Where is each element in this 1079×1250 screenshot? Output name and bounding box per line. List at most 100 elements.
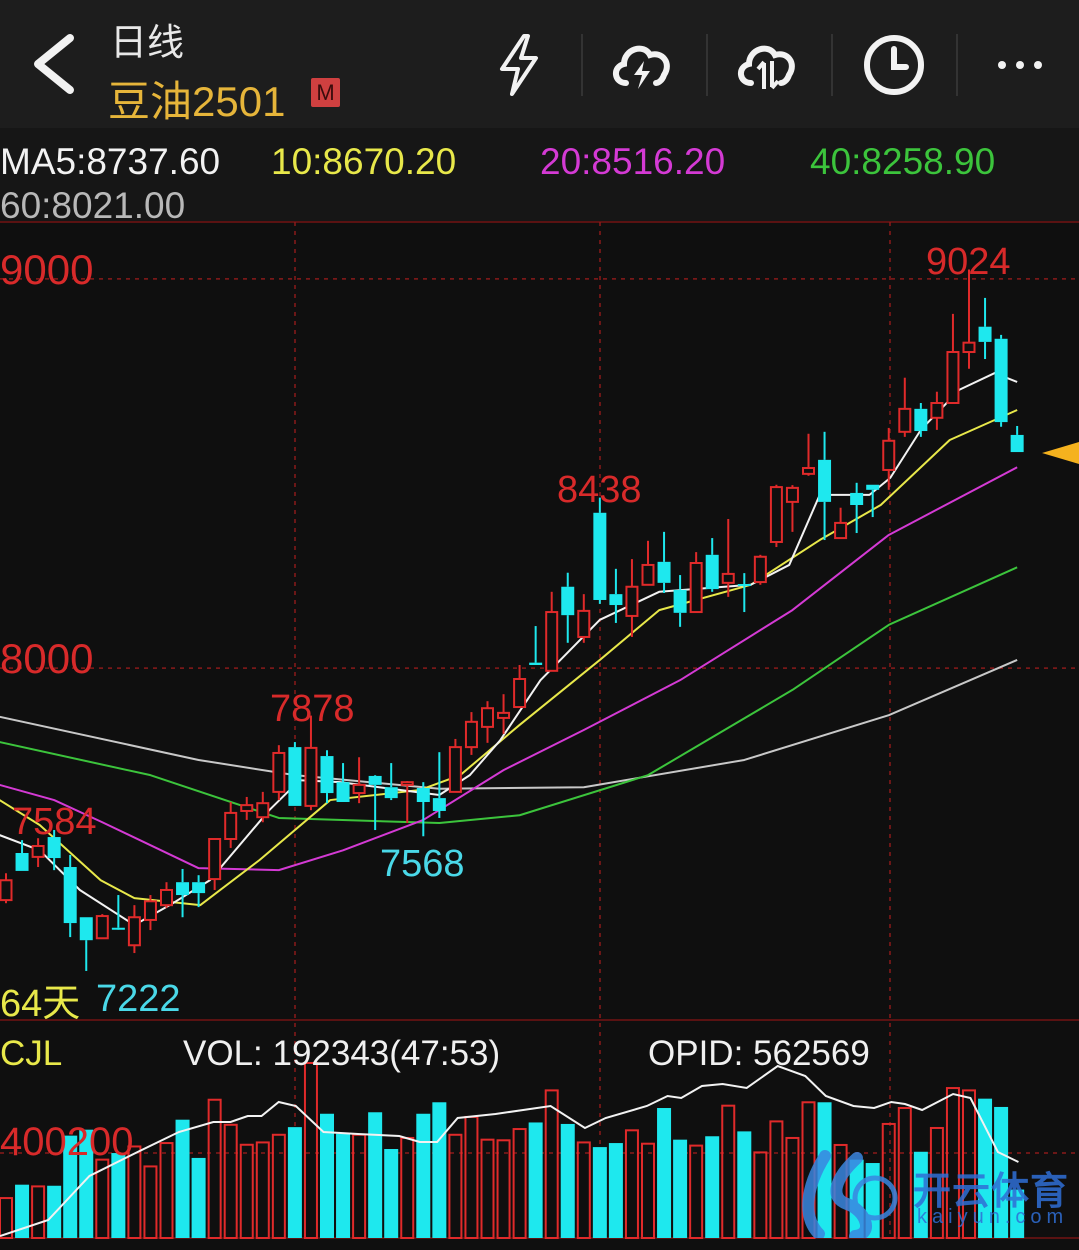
candle-body: [127, 916, 141, 947]
candle-body: [1010, 434, 1024, 453]
candle: [160, 882, 173, 908]
ma10-line: [0, 409, 1018, 907]
watermark-url: kaiyun.com: [917, 1206, 1069, 1228]
open-interest-line: [0, 1064, 1019, 1237]
volume-bar: [0, 1197, 13, 1239]
volume-bar: [929, 1126, 944, 1239]
candle-body: [753, 555, 767, 584]
candle: [15, 840, 29, 871]
cloud-alert-button[interactable]: [608, 30, 678, 100]
candle: [689, 552, 703, 614]
candle-body: [47, 837, 61, 859]
back-button[interactable]: [26, 32, 82, 96]
volume-bar: [271, 1133, 286, 1239]
volume-bar: [657, 1108, 672, 1238]
candle-body: [63, 867, 77, 924]
history-button[interactable]: [859, 30, 929, 100]
watermark-logo: 开云体育 kaiyun.com: [795, 1148, 1079, 1242]
candle: [513, 664, 527, 709]
candle: [673, 575, 687, 627]
volume-bar: [336, 1133, 351, 1238]
candle: [79, 917, 93, 971]
lightning-icon: [500, 34, 538, 96]
candle-body: [529, 662, 543, 665]
candle: [176, 868, 190, 918]
candle-body: [176, 882, 190, 896]
candle: [930, 391, 944, 430]
candle: [336, 763, 350, 803]
cloud-sync-button[interactable]: [733, 30, 803, 100]
candle: [898, 377, 912, 437]
candle-body: [545, 611, 559, 672]
candle: [304, 715, 318, 811]
candle: [641, 540, 655, 586]
volume-bar: [737, 1131, 752, 1238]
candle-body: [802, 467, 815, 475]
volume-bar: [111, 1153, 126, 1238]
candle-body: [577, 609, 591, 638]
volume-bar: [159, 1142, 174, 1239]
volume-bar: [432, 1102, 447, 1238]
candle: [400, 780, 414, 824]
candle-body: [930, 402, 944, 419]
volume-bar: [496, 1139, 511, 1239]
candle-body: [593, 512, 607, 600]
candle-body: [785, 486, 799, 503]
candle-body: [224, 811, 238, 840]
candle-body: [914, 408, 928, 432]
candle-body: [513, 678, 527, 709]
candle: [432, 752, 446, 818]
volume-bar: [31, 1185, 46, 1239]
candle-body: [721, 572, 735, 584]
candle-body: [962, 341, 976, 354]
volume-bar: [560, 1123, 575, 1238]
candle: [464, 712, 478, 755]
volume-bar: [785, 1136, 800, 1240]
candle-body: [561, 586, 575, 616]
candle-body: [143, 900, 157, 921]
candle-body: [625, 585, 639, 617]
candle-body: [95, 915, 109, 940]
volume-bar: [913, 1151, 928, 1238]
more-dots-icon: [998, 61, 1042, 69]
candle: [914, 403, 928, 437]
y-tick-9000: 9000: [0, 246, 94, 293]
candle: [384, 763, 398, 801]
volume-bar: [512, 1128, 527, 1240]
candle: [320, 750, 334, 804]
candle-body: [657, 561, 671, 583]
candle: [481, 701, 494, 743]
candle-body: [0, 879, 13, 902]
ma-legend: MA5:8737.60 10:8670.20 20:8516.20 40:825…: [0, 128, 1079, 226]
volume-bar: [352, 1133, 367, 1239]
candle: [657, 531, 671, 593]
indicator-name[interactable]: CJL: [0, 1034, 63, 1073]
candle: [497, 694, 511, 734]
volume-bar: [576, 1141, 591, 1239]
candle: [240, 796, 254, 820]
volume-bar: [384, 1149, 399, 1238]
grid: [0, 221, 1079, 1239]
candle: [1010, 425, 1024, 453]
candle: [416, 782, 430, 837]
volume-bar: [689, 1144, 704, 1239]
candles: [0, 269, 1024, 971]
candle: [256, 791, 270, 823]
high-label: 8438: [557, 469, 642, 511]
flash-button[interactable]: [484, 30, 554, 100]
candle-body: [240, 804, 254, 812]
candle-body: [641, 563, 655, 586]
candle: [818, 431, 832, 541]
candle: [368, 775, 382, 831]
volume-bar: [464, 1115, 479, 1240]
candle-body: [994, 338, 1008, 423]
y-tick-8000: 8000: [0, 635, 94, 682]
candle: [143, 895, 157, 931]
candle: [962, 269, 976, 369]
candle: [111, 895, 125, 930]
top-bar: 日线 豆油2501 M: [0, 0, 1079, 128]
more-button[interactable]: [985, 30, 1055, 100]
candle: [288, 742, 302, 806]
period-label[interactable]: 日线: [110, 22, 184, 63]
